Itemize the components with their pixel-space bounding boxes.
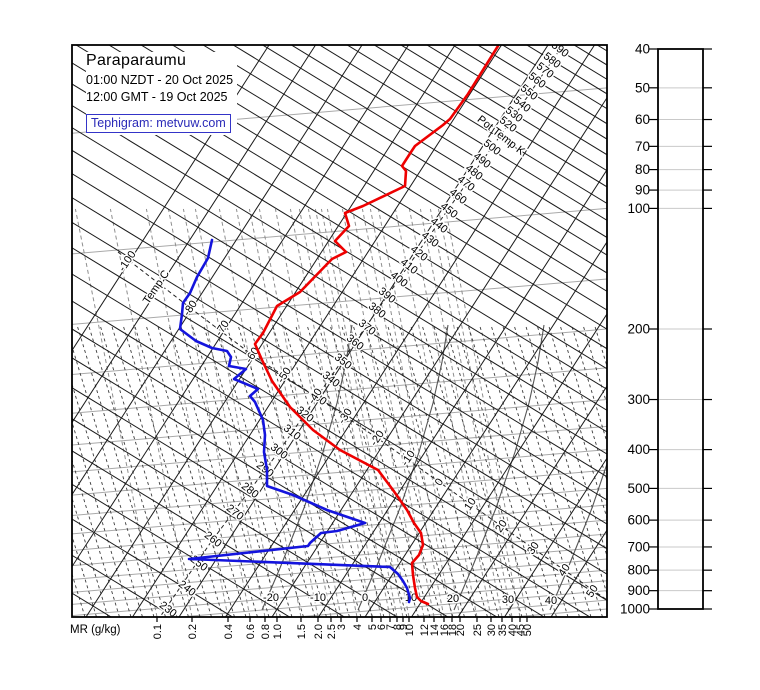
mixing-ratio-axis-title: MR (g/kg): [70, 624, 121, 636]
svg-text:390: 390: [376, 285, 398, 306]
svg-text:8: 8: [392, 624, 404, 630]
svg-text:100: 100: [627, 201, 650, 216]
svg-text:-20: -20: [263, 592, 279, 604]
svg-text:0: 0: [362, 592, 368, 604]
svg-text:1.5: 1.5: [296, 624, 308, 639]
svg-text:1000: 1000: [620, 602, 650, 617]
svg-text:40: 40: [507, 624, 519, 636]
local-time: 01:00 NZDT - 20 Oct 2025: [86, 73, 234, 87]
svg-text:-30: -30: [336, 406, 355, 426]
svg-text:20: 20: [455, 624, 467, 636]
svg-text:400: 400: [627, 442, 650, 457]
svg-text:240: 240: [176, 578, 198, 599]
svg-text:0.6: 0.6: [245, 624, 257, 639]
svg-text:30: 30: [486, 624, 498, 636]
svg-text:12: 12: [419, 624, 431, 636]
svg-text:40: 40: [545, 595, 557, 607]
svg-text:200: 200: [627, 322, 650, 337]
svg-text:50: 50: [522, 624, 534, 636]
svg-text:35: 35: [497, 624, 509, 636]
svg-text:40: 40: [556, 562, 573, 579]
svg-text:2.5: 2.5: [326, 624, 338, 639]
svg-text:4: 4: [352, 624, 364, 630]
station-name: Paraparaumu: [86, 52, 187, 69]
svg-text:45: 45: [515, 624, 527, 636]
svg-text:60: 60: [635, 112, 650, 127]
svg-text:14: 14: [429, 624, 441, 636]
svg-text:10: 10: [404, 624, 416, 636]
svg-text:16: 16: [439, 624, 451, 636]
svg-text:0.8: 0.8: [260, 624, 272, 639]
title-block: Paraparaumu 01:00 NZDT - 20 Oct 2025 12:…: [86, 52, 238, 135]
svg-text:0: 0: [433, 476, 446, 488]
svg-text:80: 80: [635, 162, 650, 177]
svg-text:280: 280: [239, 480, 261, 501]
svg-text:90: 90: [635, 183, 650, 198]
svg-text:30: 30: [525, 540, 542, 557]
svg-text:0.2: 0.2: [187, 624, 199, 639]
svg-text:700: 700: [627, 539, 650, 554]
svg-text:300: 300: [627, 392, 650, 407]
svg-text:900: 900: [627, 583, 650, 598]
svg-text:1.0: 1.0: [272, 624, 284, 639]
svg-text:70: 70: [635, 139, 650, 154]
svg-text:0.1: 0.1: [152, 624, 164, 639]
metvuw-link[interactable]: Tephigram: metvuw.com: [86, 114, 231, 133]
svg-text:0.4: 0.4: [223, 624, 235, 639]
utc-time: 12:00 GMT - 19 Oct 2025: [86, 90, 228, 104]
svg-text:18: 18: [447, 624, 459, 636]
svg-text:25: 25: [472, 624, 484, 636]
svg-text:2.0: 2.0: [313, 624, 325, 639]
svg-text:-10: -10: [310, 592, 326, 604]
svg-text:7: 7: [385, 624, 397, 630]
svg-text:40: 40: [635, 42, 650, 57]
svg-text:30: 30: [502, 594, 514, 606]
svg-text:9: 9: [398, 624, 410, 630]
svg-text:10: 10: [462, 496, 479, 513]
svg-text:5: 5: [367, 624, 379, 630]
svg-text:500: 500: [627, 481, 650, 496]
svg-text:800: 800: [627, 563, 650, 578]
svg-text:3: 3: [336, 624, 348, 630]
svg-text:50: 50: [635, 80, 650, 95]
svg-text:20: 20: [447, 593, 459, 605]
svg-text:340: 340: [320, 369, 342, 390]
svg-text:6: 6: [376, 624, 388, 630]
svg-text:600: 600: [627, 513, 650, 528]
